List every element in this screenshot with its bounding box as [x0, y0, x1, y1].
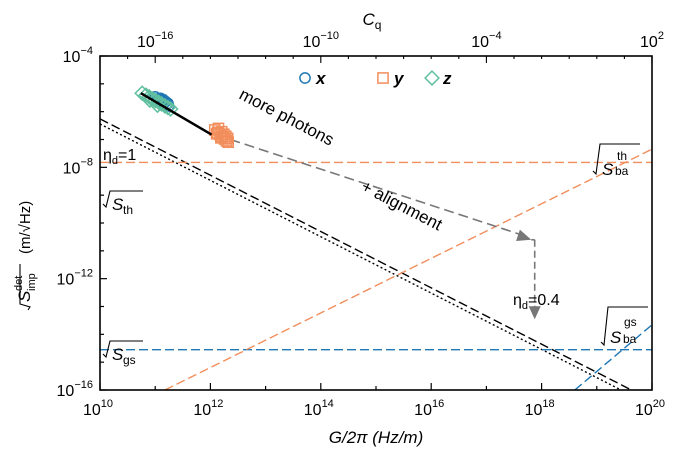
svg-text:S: S: [15, 290, 34, 302]
svg-text:S: S: [112, 195, 124, 214]
svg-text:ba: ba: [623, 332, 637, 346]
svg-text:S: S: [610, 328, 622, 347]
svg-text:ηd=0.4: ηd=0.4: [513, 292, 560, 312]
annotation-eta-d-1: ηd=1: [103, 147, 136, 167]
legend-entry-z: z: [424, 69, 452, 88]
point-z: [149, 97, 166, 114]
top-axis-label: Cq: [363, 10, 382, 32]
y-axis: 10−4 10−8 10−12 10−16: [57, 45, 107, 400]
legend-entry-x: x: [299, 69, 327, 88]
fit-line: [140, 92, 213, 136]
x-tick-label: 1010: [83, 398, 113, 419]
point-y: [215, 131, 227, 144]
line-√S_ba^gs: [574, 324, 652, 390]
label-s-ba-th: S th ba: [592, 143, 640, 179]
arrow-head-vertical: [528, 306, 541, 320]
legend-label: z: [442, 69, 452, 88]
svg-text:gs: gs: [624, 315, 637, 329]
legend-entry-y: y: [377, 69, 405, 88]
svg-text:imp: imp: [26, 273, 38, 291]
top-tick-label: 102: [640, 30, 664, 51]
arrow-head-diagonal: [516, 229, 532, 242]
trend-arrow: [230, 138, 541, 320]
x-axis-label: G/2π (Hz/m): [329, 428, 424, 447]
top-tick-label: 10−4: [471, 30, 501, 51]
x-tick-label: 1014: [304, 398, 334, 419]
x-axis: 1010 1012 1014 1016 1018 1020: [83, 383, 665, 419]
svg-text:det: det: [13, 276, 25, 291]
legend-label: x: [315, 69, 327, 88]
svg-text:S: S: [112, 345, 124, 364]
point-z: [141, 92, 158, 109]
svg-text:S: S: [602, 160, 614, 179]
plot-area: [99, 55, 653, 391]
legend-label: y: [393, 69, 405, 88]
y-axis-label: S det imp (m/√Hz): [13, 201, 38, 311]
svg-text:th: th: [617, 149, 627, 163]
y-tick-label: 10−12: [57, 268, 93, 289]
top-tick-label: 10−16: [137, 30, 173, 51]
y-tick-label: 10−8: [63, 156, 93, 177]
y-tick-label: 10−16: [57, 379, 93, 400]
y-axis-unit: (m/√Hz): [17, 201, 34, 254]
svg-text:ba: ba: [615, 164, 629, 178]
legend-marker-y: [377, 72, 389, 84]
label-s-th: S th: [102, 190, 143, 217]
x-tick-label: 1012: [193, 398, 223, 419]
x-tick-label: 1020: [635, 398, 665, 419]
svg-text:gs: gs: [123, 353, 136, 367]
x-tick-label: 1016: [414, 398, 444, 419]
top-tick-label: 10−10: [303, 30, 339, 51]
label-s-ba-gs: S gs ba: [600, 306, 648, 347]
x-tick-label: 1018: [525, 398, 555, 419]
annotation-eta-d-04: ηd=0.4: [513, 292, 560, 312]
legend: x y z: [299, 69, 452, 88]
arrow-segment-diagonal: [230, 138, 522, 236]
svg-text:ηd=1: ηd=1: [103, 147, 136, 167]
point-y: [217, 128, 230, 141]
legend-marker-z: [424, 70, 440, 86]
top-axis: 10−16 10−10 10−4 102: [99, 30, 664, 63]
data-points: [134, 85, 235, 149]
label-s-gs: S gs: [102, 340, 143, 367]
legend-marker-x: [299, 72, 311, 84]
y-tick-label: 10−4: [63, 45, 93, 66]
svg-text:th: th: [123, 203, 133, 217]
